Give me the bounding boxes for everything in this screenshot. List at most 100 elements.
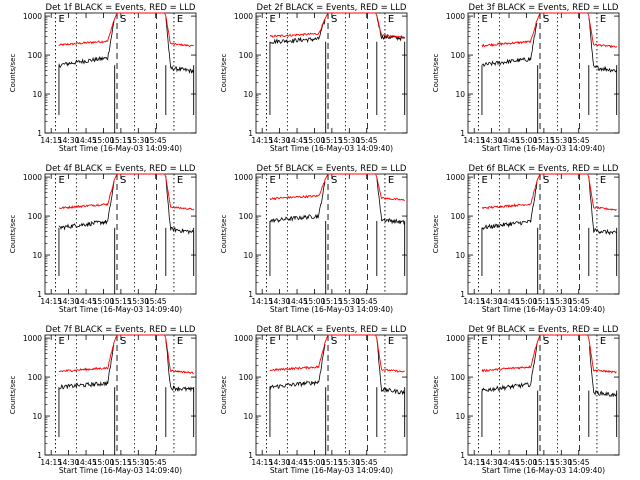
events-series-line [481, 343, 538, 393]
plot-frame [467, 173, 620, 295]
x-tick-label: 14:30 [481, 458, 503, 467]
x-tick-label: 15:30 [550, 297, 572, 306]
marker-label: S [331, 175, 337, 186]
marker-label: E [481, 336, 487, 347]
y-tick-label: 1000 [23, 173, 42, 182]
x-tick-label: 14:30 [58, 136, 80, 145]
y-tick-label: 10 [243, 412, 253, 421]
y-axis-label: Counts/sec [9, 54, 17, 93]
marker-label: S [331, 336, 337, 347]
marker-label: E [177, 175, 183, 186]
x-tick-label: 15:00 [516, 458, 538, 467]
marker-label: E [600, 336, 606, 347]
y-tick-label: 100 [28, 51, 43, 60]
chart-panel-4: Det 4f BLACK = Events, RED = LLD 1 10 100 10… [9, 164, 197, 314]
y-tick-label: 1 [37, 451, 42, 460]
x-tick-label: 15:45 [356, 458, 378, 467]
marker-label: E [600, 14, 606, 25]
y-tick-label: 1000 [23, 334, 42, 343]
chart-panel-6: Det 6f BLACK = Events, RED = LLD 1 10 100 10… [432, 164, 620, 314]
y-tick-label: 100 [239, 51, 254, 60]
chart-panel-8: Det 8f BLACK = Events, RED = LLD 1 10 100 10… [220, 325, 408, 475]
x-tick-label: 14:15 [463, 458, 485, 467]
x-tick-label: 15:00 [516, 297, 538, 306]
events-series-line [269, 181, 326, 223]
x-tick-label: 14:30 [58, 458, 80, 467]
x-tick-label: 15:15 [110, 458, 132, 467]
x-tick-label: 15:30 [127, 297, 149, 306]
y-axis-label: Counts/sec [9, 376, 17, 415]
plot-frame [44, 334, 197, 456]
events-series-line [269, 343, 326, 390]
x-tick-label: 15:45 [145, 458, 167, 467]
x-tick-label: 15:15 [533, 136, 555, 145]
events-series-line [58, 345, 115, 390]
x-tick-label: 14:45 [75, 297, 97, 306]
x-tick-label: 15:00 [304, 297, 326, 306]
x-tick-label: 15:15 [321, 136, 343, 145]
y-tick-label: 1000 [446, 334, 465, 343]
x-tick-label: 15:45 [568, 458, 590, 467]
marker-label: S [543, 14, 549, 25]
y-tick-label: 100 [28, 212, 43, 221]
y-tick-label: 10 [32, 90, 42, 99]
marker-label: E [388, 336, 394, 347]
x-axis-label: Start Time (16-May-03 14:09:40) [482, 466, 605, 475]
chart-panel-1: Det 1f BLACK = Events, RED = LLD 1 10 100 10… [9, 3, 197, 153]
y-tick-label: 100 [239, 212, 254, 221]
x-tick-label: 15:15 [533, 458, 555, 467]
events-series-line [481, 181, 538, 231]
events-series-line [269, 19, 326, 45]
x-tick-label: 15:15 [321, 458, 343, 467]
y-tick-label: 1000 [234, 334, 253, 343]
marker-label: E [269, 336, 275, 347]
lld-series-line [269, 334, 405, 373]
x-tick-label: 15:30 [127, 136, 149, 145]
events-series-line [588, 18, 618, 73]
chart-title: Det 1f BLACK = Events, RED = LLD [46, 3, 196, 13]
x-tick-label: 14:45 [498, 136, 520, 145]
x-tick-label: 14:30 [269, 458, 291, 467]
y-tick-label: 10 [455, 251, 465, 260]
events-series-line [588, 176, 617, 236]
y-tick-label: 1 [460, 290, 465, 299]
x-tick-label: 14:45 [286, 136, 308, 145]
x-tick-label: 15:45 [356, 136, 378, 145]
plot-frame [44, 173, 197, 295]
x-tick-label: 15:15 [110, 297, 132, 306]
y-tick-label: 1 [37, 290, 42, 299]
x-tick-label: 14:15 [463, 136, 485, 145]
x-axis-label: Start Time (16-May-03 14:09:40) [270, 144, 393, 153]
lld-series-line [58, 173, 195, 211]
x-tick-label: 15:30 [127, 458, 149, 467]
x-tick-label: 14:15 [40, 297, 62, 306]
x-tick-label: 15:15 [533, 297, 555, 306]
events-series-line [58, 21, 115, 69]
y-tick-label: 10 [243, 251, 253, 260]
chart-panel-3: Det 3f BLACK = Events, RED = LLD 1 10 100 10… [432, 3, 620, 153]
chart-title: Det 4f BLACK = Events, RED = LLD [46, 164, 196, 174]
y-axis-label: Counts/sec [220, 54, 228, 93]
y-tick-label: 10 [455, 412, 465, 421]
marker-label: S [120, 336, 126, 347]
y-tick-label: 1 [37, 129, 42, 138]
x-tick-label: 15:15 [110, 136, 132, 145]
lld-series-line [58, 12, 195, 48]
chart-title: Det 5f BLACK = Events, RED = LLD [257, 164, 407, 174]
marker-label: E [58, 14, 64, 25]
x-tick-label: 14:45 [286, 297, 308, 306]
plot-frame [255, 12, 408, 134]
x-tick-label: 15:00 [93, 297, 115, 306]
x-tick-label: 15:00 [304, 458, 326, 467]
chart-panel-2: Det 2f BLACK = Events, RED = LLD 1 10 100 10… [220, 3, 408, 153]
y-tick-label: 100 [28, 373, 43, 382]
y-axis-label: Counts/sec [220, 215, 228, 254]
x-tick-label: 15:00 [516, 136, 538, 145]
marker-label: E [388, 175, 394, 186]
marker-label: E [269, 175, 275, 186]
y-tick-label: 100 [451, 212, 466, 221]
y-tick-label: 1 [460, 129, 465, 138]
x-tick-label: 15:30 [338, 297, 360, 306]
x-axis-label: Start Time (16-May-03 14:09:40) [482, 305, 605, 314]
y-tick-label: 100 [451, 373, 466, 382]
